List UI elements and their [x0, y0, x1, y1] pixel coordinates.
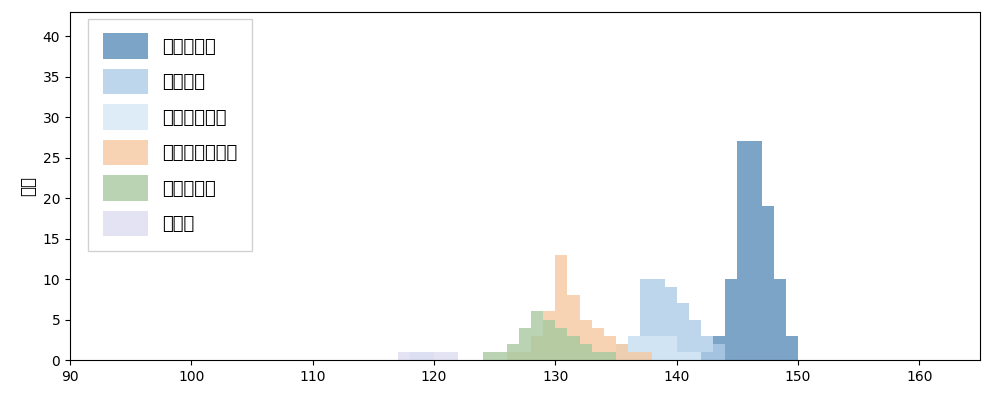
Bar: [786, 336, 798, 360]
Bar: [543, 320, 555, 360]
Bar: [640, 336, 652, 360]
Bar: [713, 344, 725, 360]
Bar: [555, 255, 567, 360]
Bar: [737, 142, 749, 360]
Bar: [507, 344, 519, 360]
Bar: [567, 336, 580, 360]
Bar: [762, 206, 774, 360]
Bar: [665, 336, 677, 360]
Bar: [616, 344, 628, 360]
Bar: [628, 336, 640, 360]
Bar: [531, 312, 543, 360]
Bar: [701, 352, 713, 360]
Legend: ストレート, シュート, カットボール, チェンジアップ, スライダー, カーブ: ストレート, シュート, カットボール, チェンジアップ, スライダー, カーブ: [88, 19, 252, 251]
Bar: [410, 352, 422, 360]
Bar: [628, 336, 640, 360]
Bar: [495, 352, 507, 360]
Bar: [640, 279, 652, 360]
Bar: [713, 336, 725, 360]
Bar: [689, 320, 701, 360]
Bar: [604, 352, 616, 360]
Bar: [749, 142, 762, 360]
Bar: [677, 352, 689, 360]
Bar: [604, 352, 616, 360]
Bar: [652, 336, 665, 360]
Bar: [543, 312, 555, 360]
Bar: [434, 352, 446, 360]
Bar: [592, 328, 604, 360]
Bar: [422, 352, 434, 360]
Bar: [507, 352, 519, 360]
Bar: [446, 352, 458, 360]
Bar: [774, 279, 786, 360]
Bar: [422, 352, 434, 360]
Bar: [519, 352, 531, 360]
Bar: [616, 344, 628, 360]
Bar: [483, 352, 495, 360]
Bar: [652, 279, 665, 360]
Bar: [519, 328, 531, 360]
Bar: [592, 352, 604, 360]
Bar: [725, 279, 737, 360]
Bar: [665, 287, 677, 360]
Bar: [398, 352, 410, 360]
Bar: [567, 295, 580, 360]
Bar: [604, 336, 616, 360]
Bar: [628, 352, 640, 360]
Bar: [410, 352, 422, 360]
Bar: [701, 336, 713, 360]
Bar: [689, 352, 701, 360]
Bar: [616, 344, 628, 360]
Bar: [640, 352, 652, 360]
Bar: [555, 328, 567, 360]
Bar: [677, 303, 689, 360]
Bar: [580, 320, 592, 360]
Y-axis label: 球数: 球数: [19, 176, 37, 196]
Bar: [531, 336, 543, 360]
Bar: [580, 344, 592, 360]
